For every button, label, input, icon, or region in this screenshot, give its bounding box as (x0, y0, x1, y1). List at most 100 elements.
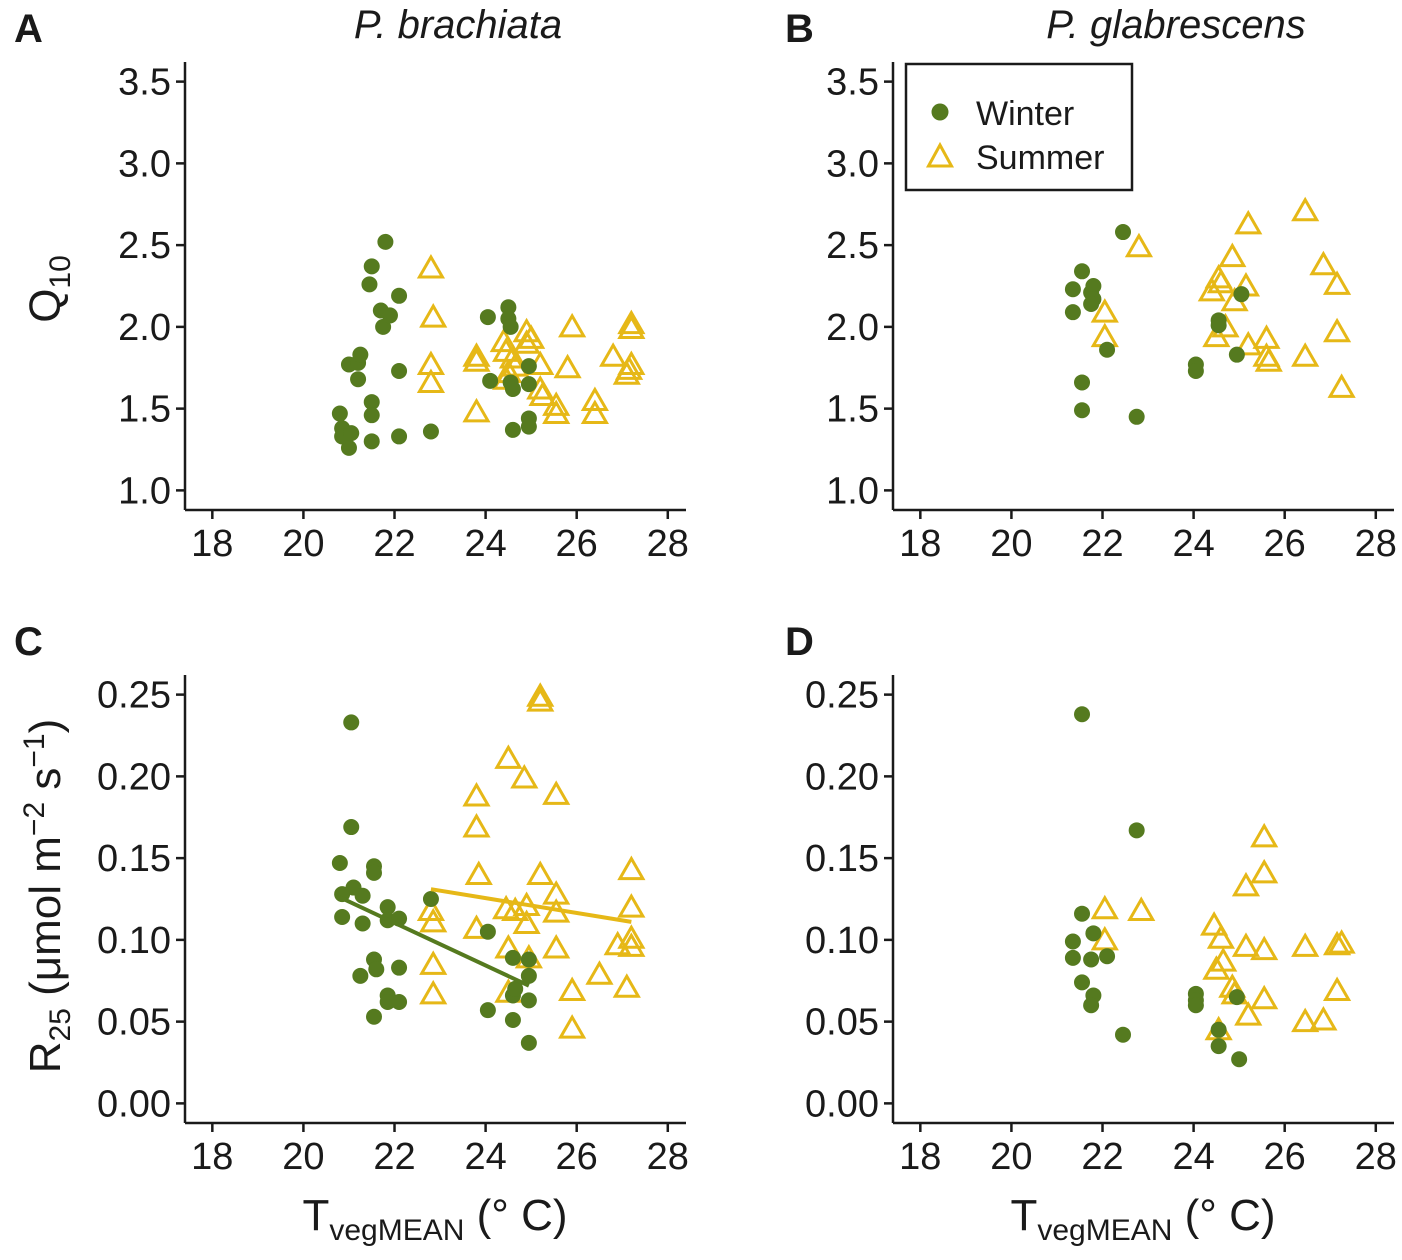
panel-b-winter-point (1074, 402, 1091, 419)
panel-b-summer-point (1234, 209, 1263, 235)
panel-b-winter-point (1085, 278, 1102, 294)
panel-a-winter-point (391, 363, 408, 380)
panel-d-summer-point (1202, 955, 1231, 980)
panel-c-winter-point (366, 1008, 383, 1025)
panel-b-winter-point (1074, 263, 1091, 280)
panel-a-y-tick-label: 2.0 (118, 307, 171, 349)
x-axis-label-c-sub: vegMEAN (329, 1214, 464, 1247)
panel-d-summer-point (1231, 871, 1261, 897)
panel-d-summer-point (1322, 976, 1352, 1002)
panel-b-y-tick-label: 3.5 (826, 62, 879, 104)
panel-a-x-tick-label: 22 (373, 523, 415, 565)
panel-c-summer-point (464, 860, 493, 885)
panel-b-winter-point (1064, 304, 1081, 321)
panel-b-x-tick-label: 20 (990, 523, 1032, 565)
panel-b-x-tick-label: 26 (1264, 523, 1306, 565)
panel-a-winter-point (343, 425, 360, 442)
panel-a-summer-point (419, 303, 448, 328)
panel-a-summer-point (617, 314, 646, 340)
panel-d-summer-point (1250, 858, 1279, 884)
panel-c-winter-point (520, 1034, 537, 1051)
panel-a-summer-point (553, 353, 582, 379)
legend-box (904, 62, 1134, 192)
panel-c-summer-point (526, 687, 555, 712)
panel-a-summer-point (558, 312, 587, 338)
panel-c-winter-point (343, 819, 360, 836)
panel-d-winter-point (1064, 949, 1081, 966)
r25-ylabel-exp1: −2 (18, 802, 51, 836)
panel-c-winter-point (504, 949, 521, 966)
q10-ylabel-sub: 10 (44, 255, 77, 288)
panel-c-summer-point (419, 979, 448, 1005)
panel-a-x-tick-label: 26 (556, 523, 598, 565)
panel-d-x-tick-label: 22 (1081, 1136, 1123, 1178)
panel-a-winter-point (363, 394, 380, 411)
panel-a-x-tick-label: 24 (464, 523, 506, 565)
panel-d-winter-point (1231, 1051, 1248, 1068)
panel-c-winter-point (422, 891, 439, 907)
panel-c-x-tick-label: 20 (282, 1136, 324, 1178)
panel-a-y-tick-label: 3.5 (118, 62, 171, 104)
panel-b-y-tick-label: 2.5 (826, 225, 879, 267)
panel-c-winter-point (479, 1002, 496, 1019)
panel-c-winter-point (520, 951, 537, 968)
panel-d-x-tick-label: 24 (1172, 1136, 1214, 1178)
panel-d-summer-point (1209, 947, 1238, 972)
panel-c-y-tick-label: 0.05 (97, 1002, 171, 1044)
panel-d-y-tick-label: 0.15 (805, 838, 879, 880)
panel-c-summer-point (419, 907, 448, 933)
x-axis-label-c: TvegMEAN (° C) (302, 1191, 567, 1247)
panel-a-winter-point (363, 433, 380, 450)
panel-d-summer-point (1327, 929, 1356, 954)
panel-a-summer-point (462, 342, 491, 367)
legend-winter-label: Winter (976, 95, 1074, 133)
panel-d-x-tick-label: 28 (1355, 1136, 1397, 1178)
panel-c-x-tick-label: 18 (191, 1136, 233, 1178)
panel-c-summer-point (617, 893, 646, 918)
panel-b-winter-point (1115, 224, 1132, 241)
q10-ylabel-base: Q (21, 289, 70, 323)
panel-d-summer-point (1090, 894, 1119, 920)
panel-b-summer-point (1234, 330, 1263, 356)
panel-c-winter-point (391, 959, 408, 976)
panel-c-summer-point (526, 860, 555, 885)
panel-c-winter-point (352, 967, 369, 984)
panel-b-x-tick-label: 18 (899, 523, 941, 565)
panel-c-summer-point (617, 855, 646, 881)
panel-a-winter-point (361, 276, 378, 293)
panel-d-y-tick-label: 0.20 (805, 756, 879, 798)
panel-b-summer-point (1322, 270, 1352, 295)
panel-letter-d: D (785, 620, 814, 664)
panel-c-winter-point (379, 994, 396, 1011)
panel-a-y-tick-label: 2.5 (118, 225, 171, 267)
panel-a-winter-point (422, 423, 439, 440)
panel-a-summer-point (617, 309, 646, 335)
panel-c-winter-point (354, 915, 371, 932)
panel-c-winter-point (520, 967, 537, 984)
panel-b-winter-point (1064, 281, 1081, 298)
panel-c-winter-fit-line (339, 895, 530, 988)
panel-b-summer-point (1291, 342, 1320, 367)
panel-a-summer-point (542, 391, 571, 416)
panel-c-x-tick-label: 22 (373, 1136, 415, 1178)
panel-d-summer-point (1250, 935, 1279, 961)
panel-a-summer-point (580, 386, 610, 411)
panel-a-winter-point (504, 421, 521, 438)
panel-a-winter-point (363, 258, 380, 275)
panel-d-winter-point (1115, 1026, 1132, 1043)
panel-c-summer-point (617, 924, 646, 949)
panel-b-x-tick-label: 22 (1081, 523, 1123, 565)
panel-a-summer-point (512, 329, 541, 354)
panel-d-winter-point (1074, 974, 1091, 991)
panel-a-winter-point (350, 371, 367, 388)
panel-a-winter-point (377, 233, 394, 250)
panel-a-summer-point (462, 397, 491, 423)
panel-a-winter-point (502, 318, 519, 335)
panel-d-summer-point (1127, 896, 1156, 921)
panel-a-title: P. brachiata (354, 3, 562, 47)
panel-b-plot: 1.0 1.5 2.0 2.5 3.0 3.5 18 20 22 24 26 28 (826, 62, 1397, 565)
panel-b-x-tick-label: 28 (1355, 523, 1397, 565)
x-axis-label-c-unit: (° C) (464, 1191, 567, 1240)
panel-a-winter-point (381, 307, 398, 324)
panel-d-summer-point (1231, 932, 1261, 957)
